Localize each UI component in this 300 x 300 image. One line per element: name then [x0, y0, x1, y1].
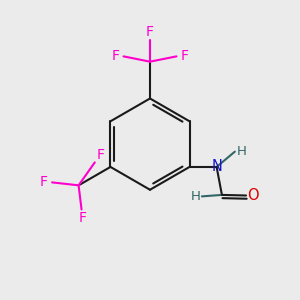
Text: O: O	[248, 188, 259, 203]
Text: N: N	[211, 159, 222, 174]
Text: F: F	[181, 50, 189, 63]
Text: F: F	[79, 211, 87, 225]
Text: F: F	[40, 176, 48, 189]
Text: H: H	[236, 145, 246, 158]
Text: F: F	[97, 148, 105, 162]
Text: F: F	[146, 25, 154, 39]
Text: H: H	[190, 190, 200, 203]
Text: F: F	[111, 50, 119, 63]
